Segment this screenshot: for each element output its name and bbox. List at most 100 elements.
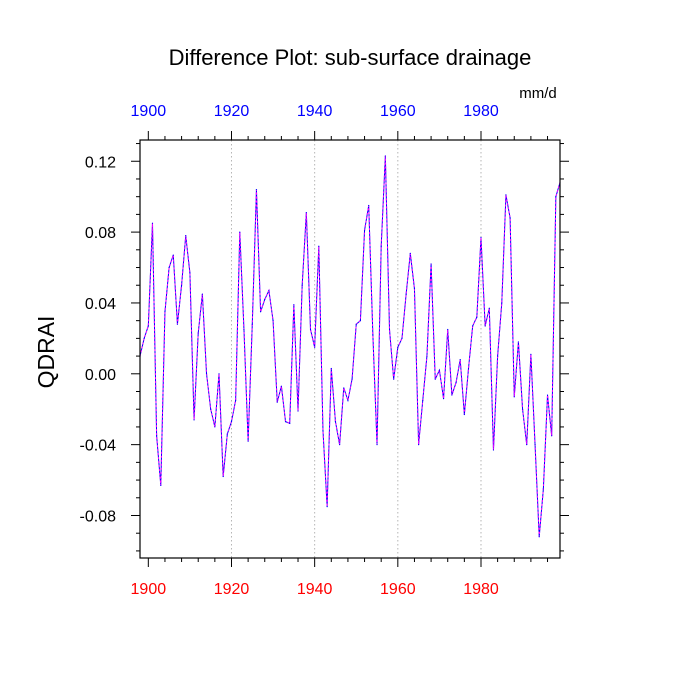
y-tick-label: -0.04	[80, 438, 117, 455]
data-point	[293, 304, 295, 306]
data-point	[372, 334, 374, 336]
data-point	[347, 399, 349, 401]
tick-labels: 1900 1900 1920 1920 1940 1940 1960 1960 1980 1980…	[80, 103, 499, 598]
x-tick-label-bottom: 1960	[380, 581, 416, 598]
data-point	[459, 359, 461, 361]
y-axis-label: QDRAI	[33, 316, 59, 389]
data-point	[484, 325, 486, 327]
data-point	[492, 449, 495, 451]
data-point	[534, 444, 536, 446]
data-point	[339, 444, 341, 446]
data-point	[255, 188, 258, 191]
data-point	[430, 263, 432, 265]
data-point	[455, 382, 457, 384]
data-point	[147, 325, 149, 327]
data-point	[268, 289, 270, 292]
data-point	[401, 337, 403, 339]
data-point	[413, 288, 416, 290]
data-point	[555, 196, 557, 198]
data-point	[501, 302, 503, 304]
data-point	[247, 440, 249, 442]
data-point	[326, 506, 328, 508]
x-tick-label-bottom: 1940	[297, 581, 333, 598]
data-point	[405, 293, 407, 295]
data-point	[384, 155, 386, 157]
data-point	[542, 488, 544, 490]
x-tick-label-bottom: 1900	[131, 581, 167, 598]
data-point	[388, 328, 391, 331]
x-tick-label-bottom: 1920	[214, 581, 250, 598]
data-point	[376, 444, 378, 446]
series-line	[139, 155, 561, 537]
data-point	[284, 421, 287, 423]
data-point	[509, 217, 511, 219]
data-point	[264, 298, 266, 301]
x-tick-label-top: 1960	[380, 103, 416, 120]
data-point	[239, 231, 241, 233]
data-point	[176, 323, 179, 325]
x-tick-label-top: 1940	[297, 103, 333, 120]
data-point	[210, 408, 212, 410]
data-point	[351, 378, 353, 380]
data-point	[185, 235, 187, 237]
data-point	[251, 323, 253, 325]
data-point	[205, 373, 208, 375]
data-point	[322, 429, 324, 432]
data-point	[397, 346, 399, 348]
data-point	[363, 229, 366, 231]
data-point	[368, 204, 370, 207]
x-tick-label-top: 1900	[131, 103, 167, 120]
x-tick-label-top: 1920	[214, 103, 250, 120]
data-point	[517, 341, 520, 343]
data-point	[151, 222, 154, 224]
data-point	[418, 444, 420, 446]
data-point	[160, 484, 162, 486]
data-point	[143, 337, 145, 339]
data-point	[180, 284, 183, 286]
data-point	[214, 426, 216, 428]
data-point	[442, 397, 445, 400]
data-point	[497, 355, 499, 357]
data-point	[301, 284, 303, 286]
data-point	[359, 320, 361, 322]
data-point	[380, 245, 382, 247]
series-line-dash	[139, 155, 561, 537]
data-point	[480, 236, 482, 239]
data-point	[505, 194, 507, 196]
data-point	[521, 408, 524, 410]
data-point	[451, 394, 453, 396]
data-point	[513, 396, 515, 398]
data-point	[156, 435, 158, 437]
data-point	[472, 325, 474, 327]
data-point	[422, 399, 424, 401]
data-point	[309, 328, 312, 331]
data-point	[434, 378, 436, 380]
data-point	[488, 307, 490, 309]
x-tick-label-top: 1980	[463, 103, 499, 120]
data-point	[276, 401, 278, 403]
data-point	[235, 399, 237, 401]
units-label: mm/d	[519, 85, 557, 102]
data-point	[289, 422, 291, 424]
data-point	[426, 355, 428, 357]
y-tick-label: 0.04	[85, 296, 116, 313]
data-point	[226, 433, 228, 435]
data-point	[393, 378, 395, 380]
data-point	[538, 536, 540, 538]
chart-title: Difference Plot: sub-surface drainage	[169, 45, 532, 70]
tick-marks	[131, 131, 569, 567]
y-tick-label: -0.08	[80, 508, 117, 525]
data-point	[280, 385, 282, 387]
data-point	[272, 320, 274, 322]
y-tick-label: 0.12	[85, 154, 116, 171]
data-point	[467, 367, 470, 370]
grid	[230, 140, 482, 558]
y-tick-label: 0.00	[85, 367, 116, 384]
data-point	[189, 272, 191, 274]
data-point	[330, 367, 332, 370]
data-point	[447, 328, 449, 331]
data-point	[230, 421, 233, 423]
data-point	[409, 252, 411, 254]
data-point	[314, 346, 316, 348]
